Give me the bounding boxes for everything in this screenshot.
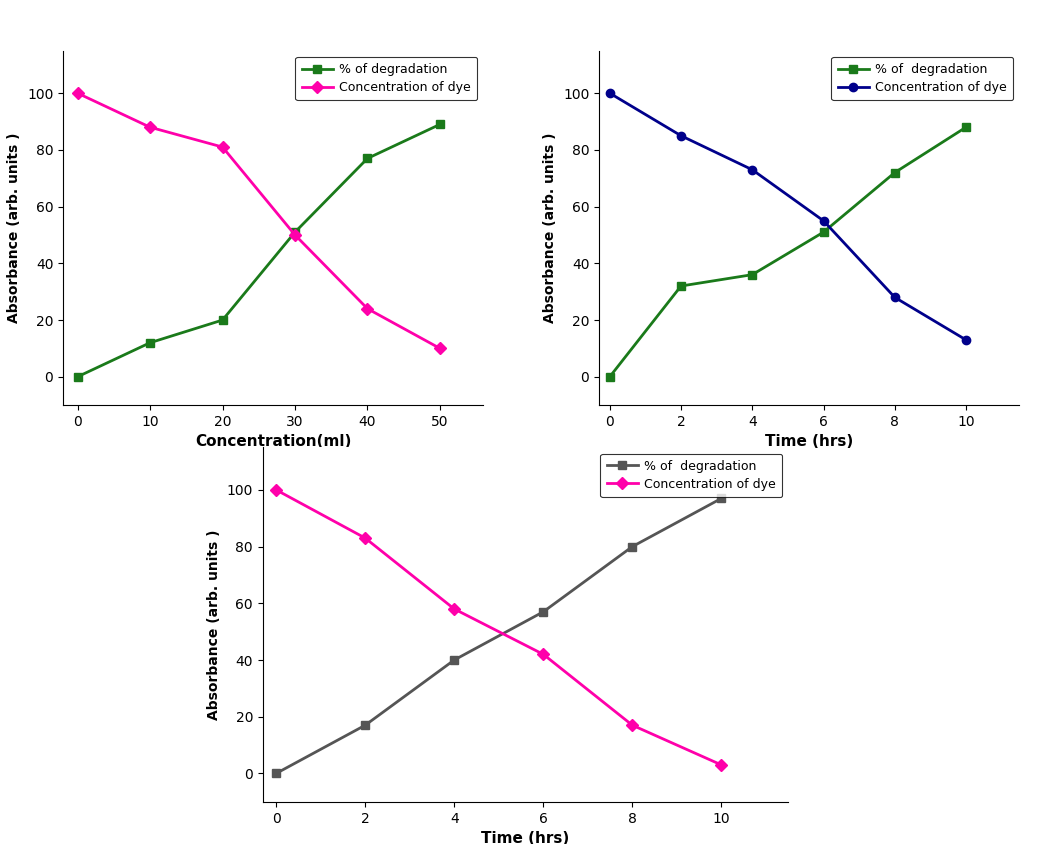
X-axis label: Concentration(ml): Concentration(ml) (195, 435, 351, 449)
Concentration of dye (675, 131, 687, 141)
% of degradation (289, 227, 302, 237)
Line: % of  degradation: % of degradation (272, 495, 725, 777)
% of  degradation (448, 655, 460, 665)
Line: Concentration of dye: Concentration of dye (272, 485, 725, 769)
% of  degradation (358, 720, 371, 730)
% of  degradation (537, 607, 550, 617)
% of  degradation (675, 281, 687, 291)
Concentration of dye (888, 292, 901, 302)
% of  degradation (818, 227, 830, 237)
% of  degradation (603, 371, 616, 381)
% of degradation (217, 315, 229, 325)
% of  degradation (746, 269, 759, 279)
% of degradation (71, 371, 84, 381)
Concentration of dye (289, 230, 302, 240)
Concentration of dye (537, 649, 550, 659)
Y-axis label: Absorbance (arb. units ): Absorbance (arb. units ) (7, 133, 21, 323)
% of degradation (362, 154, 374, 164)
Concentration of dye (358, 533, 371, 544)
% of  degradation (715, 493, 727, 503)
Concentration of dye (434, 344, 447, 354)
Concentration of dye (818, 216, 830, 226)
Concentration of dye (715, 760, 727, 770)
Concentration of dye (144, 122, 157, 133)
X-axis label: Time (hrs): Time (hrs) (481, 831, 570, 844)
% of  degradation (888, 167, 901, 177)
Legend: % of degradation, Concentration of dye: % of degradation, Concentration of dye (295, 57, 477, 100)
% of  degradation (270, 768, 283, 778)
Concentration of dye (362, 304, 374, 314)
Concentration of dye (71, 88, 84, 98)
Concentration of dye (270, 484, 283, 495)
Line: % of degradation: % of degradation (74, 120, 445, 381)
Concentration of dye (746, 165, 759, 175)
Concentration of dye (448, 604, 460, 614)
Line: % of  degradation: % of degradation (605, 123, 970, 381)
Concentration of dye (626, 720, 639, 730)
Y-axis label: Absorbance (arb. units ): Absorbance (arb. units ) (543, 133, 557, 323)
Concentration of dye (217, 142, 229, 152)
Y-axis label: Absorbance (arb. units ): Absorbance (arb. units ) (207, 529, 221, 720)
Legend: % of  degradation, Concentration of dye: % of degradation, Concentration of dye (831, 57, 1013, 100)
Line: Concentration of dye: Concentration of dye (74, 89, 445, 353)
Concentration of dye (960, 335, 972, 345)
% of degradation (144, 338, 157, 348)
X-axis label: Time (hrs): Time (hrs) (765, 435, 853, 449)
Concentration of dye (603, 88, 616, 98)
Legend: % of  degradation, Concentration of dye: % of degradation, Concentration of dye (600, 453, 782, 497)
% of  degradation (960, 122, 972, 133)
Line: Concentration of dye: Concentration of dye (605, 89, 970, 344)
% of  degradation (626, 542, 639, 552)
% of degradation (434, 119, 447, 129)
